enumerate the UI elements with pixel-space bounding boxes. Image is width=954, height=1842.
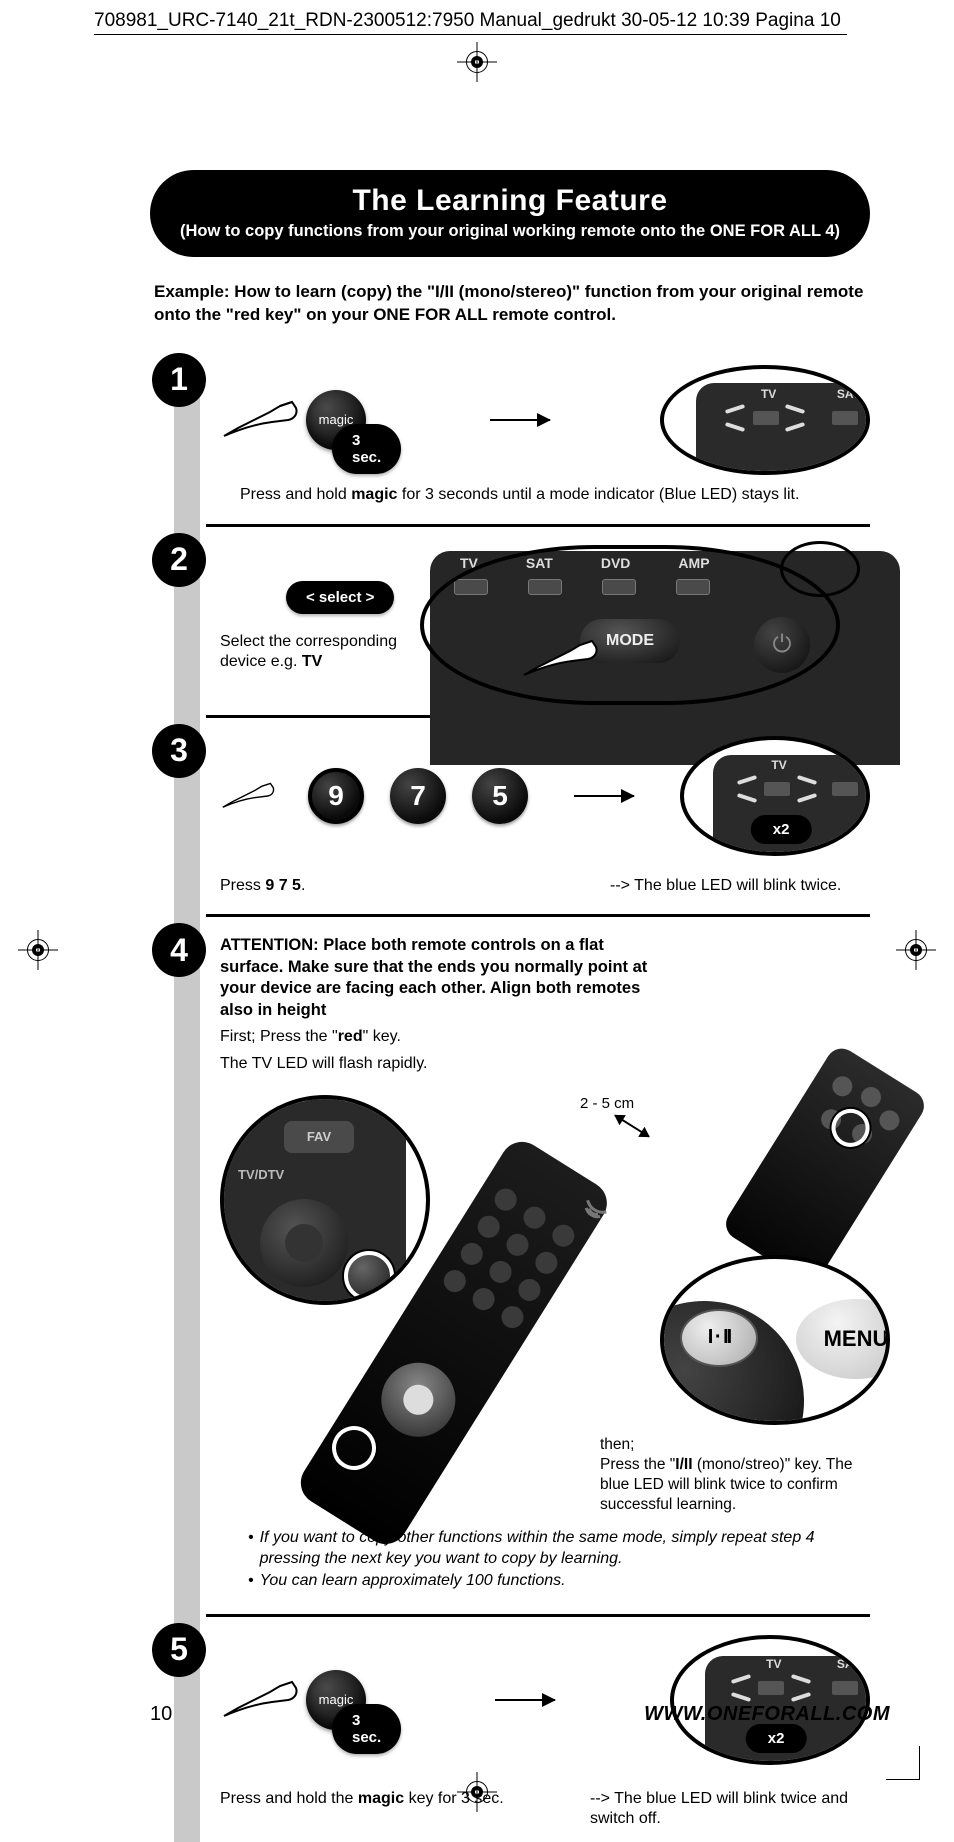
original-remote-illustration	[720, 1042, 930, 1287]
step2-text: Select the corresponding device e.g. TV	[220, 632, 410, 674]
arrow-icon	[490, 419, 550, 421]
step-1: 1 magic 3 sec. TV	[156, 347, 870, 524]
mode-label-tv: TV	[771, 758, 786, 772]
step-number: 5	[152, 1623, 206, 1677]
remote-mode-area: TV SAT DVD AMP MODE ⏻	[420, 545, 840, 705]
remote-led-closeup: TV SAT x2	[670, 1635, 870, 1765]
hand-press-icon	[220, 392, 320, 448]
remote-led-closeup: TV SAT	[660, 365, 870, 475]
step5-left-caption: Press and hold the magic key for 3 sec.	[220, 1789, 504, 1831]
hand-press-icon	[520, 631, 620, 687]
blink-x2-badge: x2	[746, 1724, 807, 1753]
step4-notes: If you want to copy other functions with…	[248, 1527, 870, 1592]
registration-mark-top	[457, 42, 497, 82]
tvdtv-label: TV/DTV	[238, 1167, 284, 1182]
numkey-5: 5	[472, 768, 528, 824]
step-5: 5 magic 3 sec. TV	[156, 1617, 870, 1842]
step3-left-caption: Press 9 7 5.	[220, 876, 305, 897]
number-keys: 9 7 5	[308, 768, 528, 824]
step4-diagram: FAV TV/DTV 2 - 5 cm	[220, 1085, 870, 1515]
note-1: If you want to copy other functions with…	[260, 1527, 870, 1570]
step4-first-line2: The TV LED will flash rapidly.	[220, 1054, 870, 1075]
step4-first-line: First; Press the "red" key.	[220, 1027, 870, 1048]
example-intro: Example: How to learn (copy) the "I/II (…	[154, 281, 866, 327]
nav-ring-icon	[260, 1199, 348, 1287]
step4-then-text: then; Press the "I/II (mono/streo)" key.…	[600, 1435, 880, 1516]
section-header-pill: The Learning Feature (How to copy functi…	[150, 170, 870, 257]
power-button-icon: ⏻	[754, 617, 810, 673]
step-2: 2 < select > Select the corresponding de…	[156, 527, 870, 715]
step-3: 3 9 7 5 TV	[156, 718, 870, 915]
distance-arrow-icon	[615, 1114, 650, 1137]
numkey-9: 9	[308, 768, 364, 824]
section-subtitle: (How to copy functions from your origina…	[178, 222, 842, 241]
note-2: You can learn approximately 100 function…	[260, 1570, 566, 1592]
print-job-header: 708981_URC-7140_21t_RDN-2300512:7950 Man…	[94, 10, 954, 35]
print-job-text: 708981_URC-7140_21t_RDN-2300512:7950 Man…	[94, 10, 847, 35]
step-number: 1	[152, 353, 206, 407]
hand-press-icon	[220, 768, 290, 824]
step-number: 2	[152, 533, 206, 587]
arrow-icon	[574, 795, 634, 797]
page-number: 10	[150, 1703, 172, 1726]
mono-stereo-key-icon: I · II	[680, 1309, 758, 1367]
menu-key-icon: MENU	[796, 1299, 890, 1379]
registration-mark-right	[896, 930, 936, 970]
remote-led-closeup: TV x2	[680, 736, 870, 856]
attention-text: ATTENTION: Place both remote controls on…	[220, 935, 660, 1021]
mode-label-sat: SAT	[837, 1657, 860, 1671]
page-footer: 10 WWW.ONEFORALL.COM	[150, 1703, 890, 1726]
arrow-icon	[495, 1699, 555, 1701]
mode-label-sat: SAT	[837, 387, 860, 401]
blink-x2-badge: x2	[751, 815, 812, 844]
ir-signal-icon	[588, 1173, 626, 1206]
manual-page: 708981_URC-7140_21t_RDN-2300512:7950 Man…	[0, 0, 954, 1842]
step-4: 4 ATTENTION: Place both remote controls …	[156, 917, 870, 1613]
distance-label: 2 - 5 cm	[580, 1095, 634, 1112]
step5-right-caption: --> The blue LED will blink twice and sw…	[590, 1789, 870, 1831]
donor-key-closeup: I · II MENU	[660, 1255, 890, 1425]
step-number: 3	[152, 724, 206, 778]
numkey-7: 7	[390, 768, 446, 824]
mode-label: AMP	[678, 555, 709, 571]
step3-right-caption: --> The blue LED will blink twice.	[610, 876, 870, 897]
mode-label-tv: TV	[761, 387, 776, 401]
mode-label-tv: TV	[766, 1657, 781, 1671]
fav-button-icon: FAV	[284, 1121, 354, 1153]
hold-3sec-label: 3 sec.	[332, 424, 401, 474]
steps-container: 1 magic 3 sec. TV	[156, 347, 870, 1842]
content-column: The Learning Feature (How to copy functi…	[150, 170, 870, 1842]
section-title: The Learning Feature	[178, 184, 842, 218]
registration-mark-left	[18, 930, 58, 970]
select-label: < select >	[286, 581, 394, 614]
mode-label: SAT	[526, 555, 553, 571]
step-number: 4	[152, 923, 206, 977]
footer-url: WWW.ONEFORALL.COM	[644, 1703, 890, 1726]
crop-mark-br	[886, 1746, 920, 1780]
mode-label: TV	[460, 555, 478, 571]
mode-label: DVD	[601, 555, 631, 571]
step1-caption: Press and hold magic for 3 seconds until…	[240, 485, 870, 506]
